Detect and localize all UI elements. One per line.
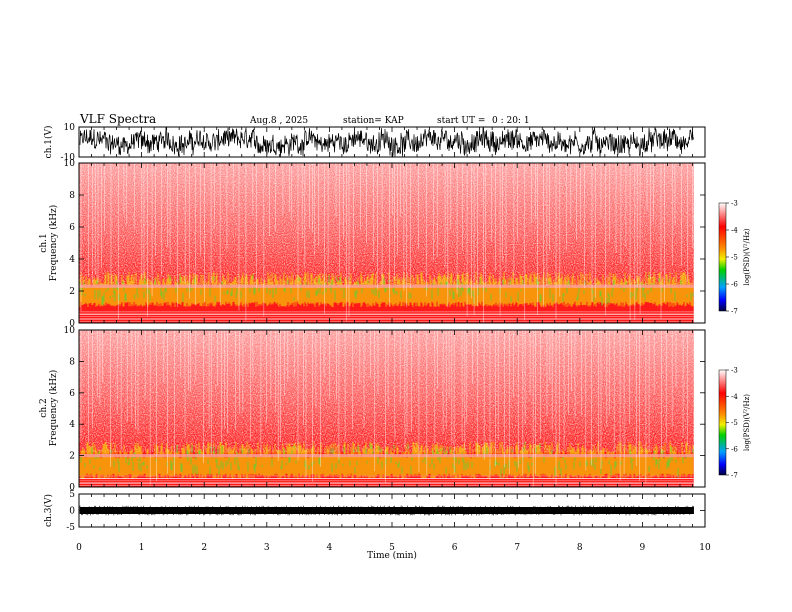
ch2-spectrogram-panel: 0 2 4 6 8 10 -3 -4 -5 -6 -7 [64, 326, 739, 493]
y-tick-label: 6 [69, 389, 75, 399]
y-tick-label: -5 [66, 523, 75, 533]
ch2-spectrogram-streaks [80, 330, 688, 487]
y-tick-label: 10 [64, 326, 76, 336]
ch1-spectrogram-panel: 0 2 4 6 8 10 -3 -4 -5 -6 -7 [64, 159, 739, 329]
colorbar-tick-label: -3 [731, 367, 738, 375]
ch2-spectrogram-speckle [79, 330, 694, 453]
x-tick-label: 2 [201, 543, 207, 553]
time-axis-label: Time (min) [367, 550, 417, 561]
x-tick-label: 5 [389, 543, 395, 553]
y-tick-label: 0 [69, 483, 75, 493]
y-tick-label: 0 [69, 319, 75, 329]
colorbar-tick-label: -7 [731, 472, 738, 480]
x-tick-label: 0 [76, 543, 82, 553]
colorbar-tick-label: -6 [731, 445, 738, 453]
date-label: Aug.8 , 2025 [249, 116, 308, 126]
ch1-spectrogram-line-band [79, 284, 694, 288]
y-tick-label: 0 [69, 507, 75, 517]
colorbar-tick-label: -5 [731, 254, 738, 262]
start-ut-value: 0 : 20: 1 [492, 116, 530, 126]
x-tick-label: 8 [577, 543, 583, 553]
colorbar-tick-label: -7 [731, 308, 738, 316]
colorbar-tick-label: -6 [731, 281, 738, 289]
ch2-spec-label: ch.2 [39, 398, 49, 417]
y-tick-label: 6 [69, 223, 75, 233]
station-label: station= KAP [343, 116, 404, 126]
ch3-waveform-panel: 5 0 -5 [66, 490, 706, 533]
ch2-frequency-label: Frequency (kHz) [48, 370, 59, 447]
x-tick-label: 9 [640, 543, 646, 553]
x-tick-label: 4 [327, 543, 333, 553]
colorbar1-label: log(PSD)(V²/Hz) [743, 228, 751, 285]
y-tick-label: -10 [61, 153, 76, 163]
y-tick-label: 2 [69, 287, 75, 297]
colorbar-tick-label: -4 [731, 227, 738, 235]
y-tick-label: 8 [69, 191, 75, 201]
colorbar-tick-label: -5 [731, 419, 738, 427]
colorbar-tick-label: -3 [731, 200, 738, 208]
ch1-waveform-panel: 10 -10 [61, 123, 706, 163]
y-tick-label: 5 [69, 490, 75, 500]
ch1-frequency-label: Frequency (kHz) [48, 205, 59, 282]
x-tick-label: 10 [699, 543, 711, 553]
x-tick-label: 3 [264, 543, 270, 553]
ch1-spectrogram-streaks [80, 163, 694, 323]
y-tick-label: 4 [69, 255, 75, 265]
ch1-spectrogram-speckle [79, 163, 694, 288]
colorbar2-label: log(PSD)(V²/Hz) [743, 394, 751, 451]
x-tick-label: 6 [452, 543, 458, 553]
colorbar-tick-label: -4 [731, 393, 738, 401]
y-tick-label: 8 [69, 357, 75, 367]
ch1-spec-label: ch.1 [39, 233, 49, 252]
ch3-voltage-label: ch.3(V) [43, 494, 54, 527]
time-axis: 0 1 2 3 4 5 6 7 8 9 10 [76, 543, 711, 553]
x-tick-label: 1 [139, 543, 145, 553]
ch3-waveform-jitter [79, 505, 694, 516]
y-tick-label: 10 [64, 159, 76, 169]
figure-title: VLF Spectra [79, 112, 156, 126]
ch1-voltage-label: ch.1(V) [43, 126, 54, 159]
x-tick-label: 7 [514, 543, 520, 553]
y-tick-label: 4 [69, 420, 75, 430]
ch2-spectrogram-line-band [79, 454, 694, 458]
ch2-spectrogram-colorbar [718, 369, 727, 476]
start-ut-label: start UT = [437, 116, 485, 126]
ch1-spectrogram-colorbar [718, 202, 727, 312]
y-tick-label: 10 [64, 123, 76, 133]
ch1-waveform-trace [79, 126, 694, 158]
y-tick-label: 2 [69, 452, 75, 462]
